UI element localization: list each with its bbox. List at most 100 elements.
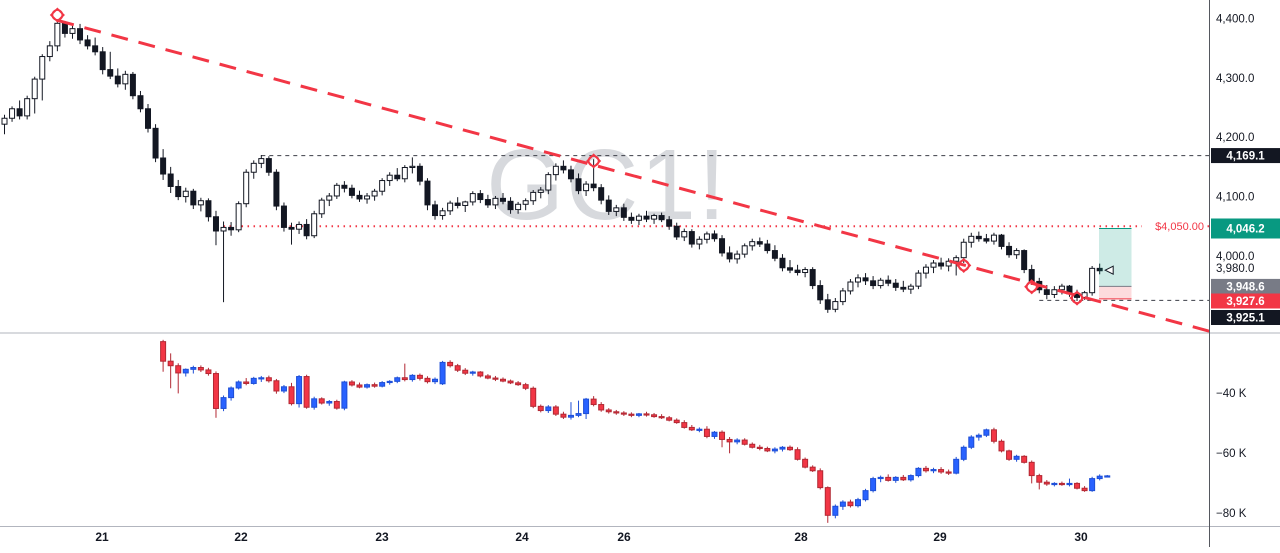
marker-diamond [586,153,602,169]
candle-body [1051,289,1058,295]
candle-body [907,285,914,290]
date-label: 28 [794,530,808,544]
price-badge-label: 4,046.2 [1226,223,1264,235]
candle-body [409,165,416,168]
indicator-body [197,367,204,371]
indicator-tick-label: −80 K [1216,508,1247,520]
candle-body [228,226,235,231]
indicator-body [953,458,960,474]
indicator-body [809,466,816,472]
main-candles [1,19,1103,313]
indicator-body [635,413,642,416]
date-label: 30 [1074,530,1088,544]
indicator-body [175,365,182,374]
candle-body [726,252,733,260]
candle-body [749,241,756,247]
indicator-body [1021,455,1028,463]
signal-marker-icon [956,257,972,273]
indicator-body [303,376,310,408]
indicator-body [515,382,522,386]
candle-body [651,215,658,220]
indicator-body [613,411,620,414]
candle-body [46,45,53,58]
indicator-body [228,387,235,399]
price-badge-label: 3,927.6 [1226,296,1264,308]
indicator-body [454,365,461,371]
candle-body [930,262,937,268]
price-badge[interactable]: 3,948.6 [1211,278,1280,294]
candle-body [318,199,325,215]
indicator-body [643,413,650,416]
candle-body [114,75,121,85]
candle-body [152,127,159,159]
level-price-label[interactable]: $4,050.00 [1155,221,1204,233]
indicator-body [379,382,386,387]
indicator-body [522,384,529,389]
price-tick-label: 4,100.0 [1216,192,1254,204]
date-label: 23 [375,530,389,544]
price-tick-label: 4,300.0 [1216,73,1254,85]
indicator-body [552,406,559,415]
position-profit-zone[interactable] [1099,228,1132,287]
candle-body [583,183,590,192]
candle-body [462,201,469,206]
candle-body [9,108,16,119]
indicator-body [348,381,355,386]
indicator-body [658,416,665,419]
candle-body [129,73,136,97]
candle-body [235,203,242,231]
candle-body [545,174,552,191]
indicator-body [771,448,778,452]
date-label: 21 [95,530,109,544]
indicator-body [318,398,325,404]
candle-body [280,205,287,228]
price-badge[interactable]: 4,046.2 [1211,218,1280,239]
indicator-body [696,428,703,431]
candle-body [1043,289,1050,295]
candle-body [635,215,642,221]
candle-body [61,22,68,34]
candle-body [567,169,574,180]
indicator-body [1058,482,1065,486]
time-axis[interactable]: 21 22 23 24 26 28 29 30 [95,530,1088,544]
indicator-body [915,467,922,477]
indicator-body [243,381,250,384]
indicator-body [280,386,287,392]
candle-body [1,117,8,125]
candle-body [447,202,454,212]
indicator-body [703,428,710,437]
candle-body [892,282,899,288]
candle-body [1013,250,1020,256]
marker-diamond [1069,290,1085,306]
price-badge[interactable]: 4,169.1 [1211,148,1280,164]
trendline[interactable] [56,18,1210,333]
indicator-body [409,374,416,381]
candle-body [870,280,877,287]
indicator-body [1096,475,1103,480]
price-badge[interactable]: 3,927.6 [1211,293,1280,309]
indicator-body [651,414,658,418]
candle-body [303,223,310,237]
indicator-body [968,436,975,448]
candle-body [658,215,665,221]
candle-body [220,226,227,232]
position-risk-zone[interactable] [1099,286,1132,299]
candle-body [741,245,748,255]
indicator-body [681,422,688,428]
candle-body [628,216,635,221]
price-axis[interactable]: 4,400.0 4,300.0 4,200.0 4,100.0 4,000.03,980… [1211,14,1280,521]
candle-body [250,162,257,173]
price-pointer-icon [1104,265,1114,275]
price-badge[interactable]: 3,925.1 [1211,310,1280,325]
candle-body [401,166,408,180]
indicator-body [741,439,748,445]
candle-body [809,269,816,287]
candle-body [779,257,786,269]
indicator-body [824,487,831,516]
indicator-body [537,405,544,412]
indicator-body [590,398,597,406]
indicator-body [975,434,982,438]
indicator-body [311,398,318,408]
indicator-body [1028,461,1035,477]
